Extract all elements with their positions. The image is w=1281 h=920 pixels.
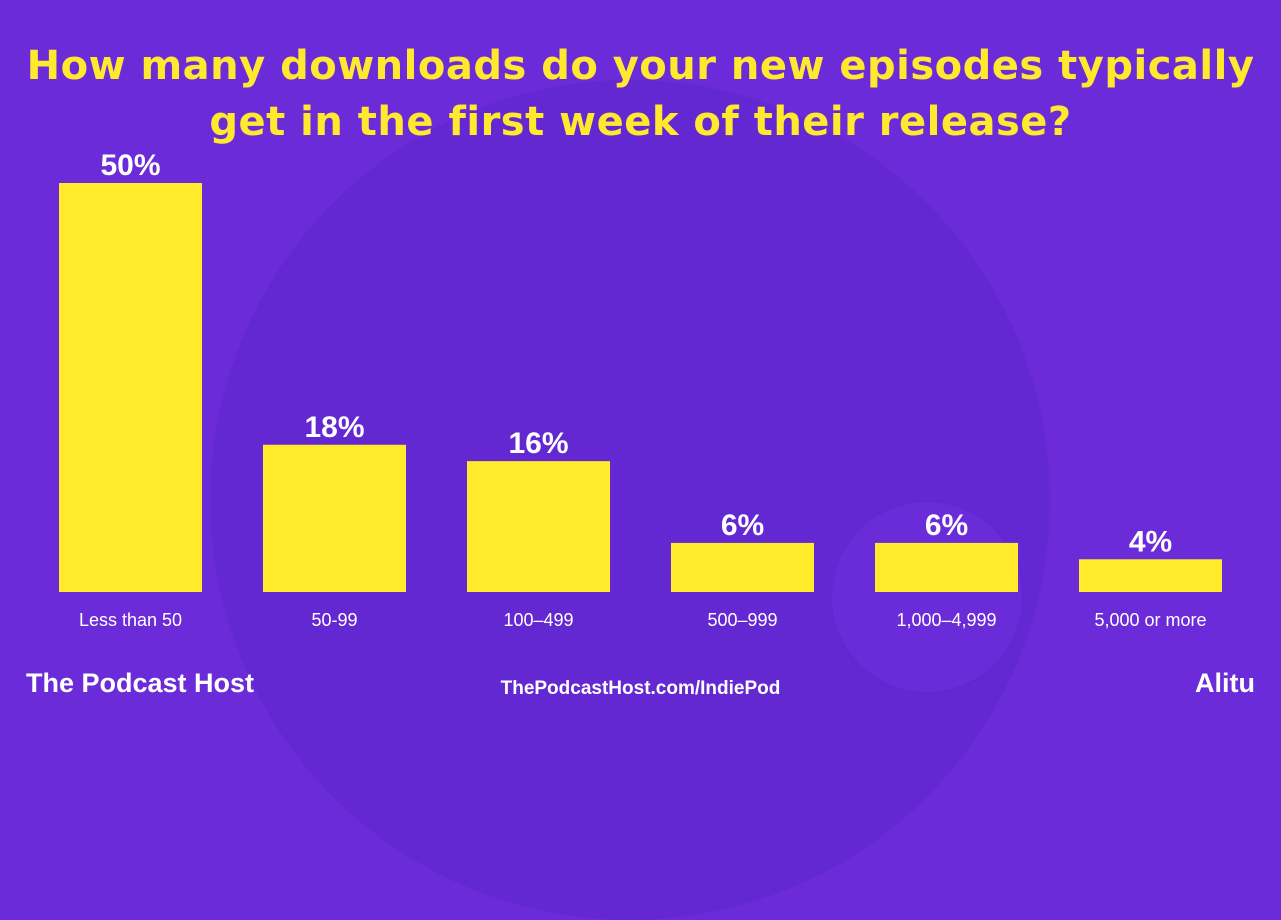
bar-value-label-2: 16%: [508, 427, 568, 460]
brand-logo-alitu: Alitu: [1195, 668, 1255, 698]
chart-title: How many downloads do your new episodes …: [0, 38, 1281, 150]
category-label-3: 500–999: [707, 610, 777, 630]
chart-title-line-2: get in the first week of their release?: [209, 99, 1072, 145]
brand-logo-the-podcast-host: The Podcast Host: [26, 668, 255, 698]
bar-0: [59, 183, 202, 592]
category-label-2: 100–499: [503, 610, 573, 630]
category-label-1: 50-99: [311, 610, 357, 630]
bar-value-label-1: 18%: [304, 411, 364, 444]
category-label-5: 5,000 or more: [1094, 610, 1206, 630]
category-label-4: 1,000–4,999: [896, 610, 996, 630]
bar-5: [1079, 559, 1222, 592]
bar-3: [671, 542, 814, 592]
bar-value-label-0: 50%: [100, 149, 160, 182]
bar-4: [875, 542, 1018, 592]
bar-value-label-5: 4%: [1129, 525, 1172, 558]
bar-value-label-3: 6%: [721, 509, 764, 542]
bar-value-label-4: 6%: [925, 509, 968, 542]
bar-1: [263, 444, 406, 592]
category-label-0: Less than 50: [79, 610, 182, 630]
chart-title-line-1: How many downloads do your new episodes …: [26, 43, 1255, 89]
bar-2: [467, 461, 610, 592]
footer-url[interactable]: ThePodcastHost.com/IndiePod: [500, 678, 781, 699]
bar-chart: 50% Less than 50 18% 50-99 16% 100–499 6% 500–9…: [59, 149, 1222, 630]
